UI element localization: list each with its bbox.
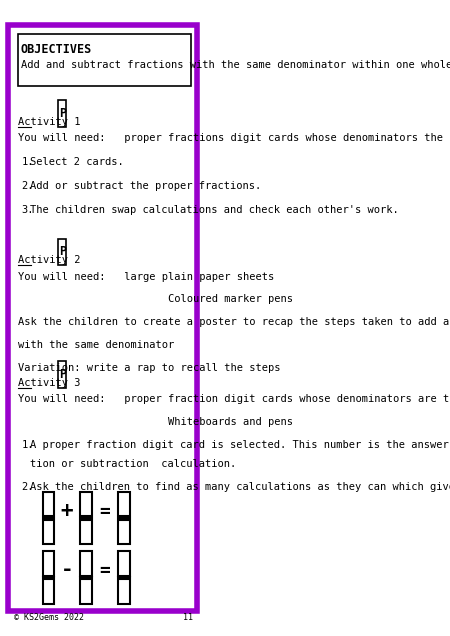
Bar <box>81 579 92 604</box>
FancyBboxPatch shape <box>58 361 66 388</box>
Text: 3.: 3. <box>22 205 34 216</box>
Text: A proper fraction digit card is selected. This number is the answer to either an: A proper fraction digit card is selected… <box>30 440 450 450</box>
Text: Select 2 cards.: Select 2 cards. <box>30 157 124 167</box>
Text: Coloured marker pens: Coloured marker pens <box>18 294 293 305</box>
FancyBboxPatch shape <box>18 34 190 86</box>
Bar <box>42 520 54 544</box>
Bar <box>118 492 130 516</box>
Bar <box>118 520 130 544</box>
Text: Ask the children to find as many calculations as they can which give the answer.: Ask the children to find as many calcula… <box>30 482 450 492</box>
Text: You will need:   proper fractions digit cards whose denominators the same: You will need: proper fractions digit ca… <box>18 133 450 143</box>
Text: =: = <box>99 562 110 580</box>
Text: Ask the children to create a poster to recap the steps taken to add and subtract: Ask the children to create a poster to r… <box>18 317 450 328</box>
Text: =: = <box>99 503 110 521</box>
Text: Add and subtract fractions with the same denominator within one whole: Add and subtract fractions with the same… <box>21 60 450 71</box>
Text: tion or subtraction  calculation.: tion or subtraction calculation. <box>30 459 237 469</box>
FancyBboxPatch shape <box>58 238 66 265</box>
Bar <box>118 579 130 604</box>
Text: P: P <box>58 245 66 258</box>
Text: You will need:   proper fraction digit cards whose denominators are the same: You will need: proper fraction digit car… <box>18 394 450 404</box>
Text: Add or subtract the proper fractions.: Add or subtract the proper fractions. <box>30 181 261 191</box>
Bar <box>42 551 54 576</box>
Text: The children swap calculations and check each other's work.: The children swap calculations and check… <box>30 205 399 216</box>
Bar <box>42 492 54 516</box>
Text: P: P <box>58 368 66 381</box>
Text: Activity 2: Activity 2 <box>18 255 81 265</box>
Text: 2.: 2. <box>22 482 34 492</box>
Text: 1.: 1. <box>22 157 34 167</box>
FancyBboxPatch shape <box>58 100 66 127</box>
Text: +: + <box>61 501 73 521</box>
Bar <box>81 551 92 576</box>
Text: P: P <box>58 107 66 120</box>
Text: You will need:   large plain paper sheets: You will need: large plain paper sheets <box>18 272 274 282</box>
Bar <box>42 579 54 604</box>
Text: 1.: 1. <box>22 440 34 450</box>
Text: © KS2Gems 2022: © KS2Gems 2022 <box>14 613 84 622</box>
Text: Variation: write a rap to recall the steps: Variation: write a rap to recall the ste… <box>18 363 281 373</box>
Text: Activity 1: Activity 1 <box>18 116 81 127</box>
Bar <box>81 520 92 544</box>
Text: 11: 11 <box>183 613 193 622</box>
Bar <box>118 551 130 576</box>
Text: Activity 3: Activity 3 <box>18 378 81 388</box>
Text: Whiteboards and pens: Whiteboards and pens <box>18 417 293 427</box>
Text: OBJECTIVES: OBJECTIVES <box>21 43 92 55</box>
Text: 2.: 2. <box>22 181 34 191</box>
Text: with the same denominator: with the same denominator <box>18 340 175 350</box>
Text: -: - <box>61 560 73 580</box>
FancyBboxPatch shape <box>8 25 197 611</box>
Bar <box>81 492 92 516</box>
